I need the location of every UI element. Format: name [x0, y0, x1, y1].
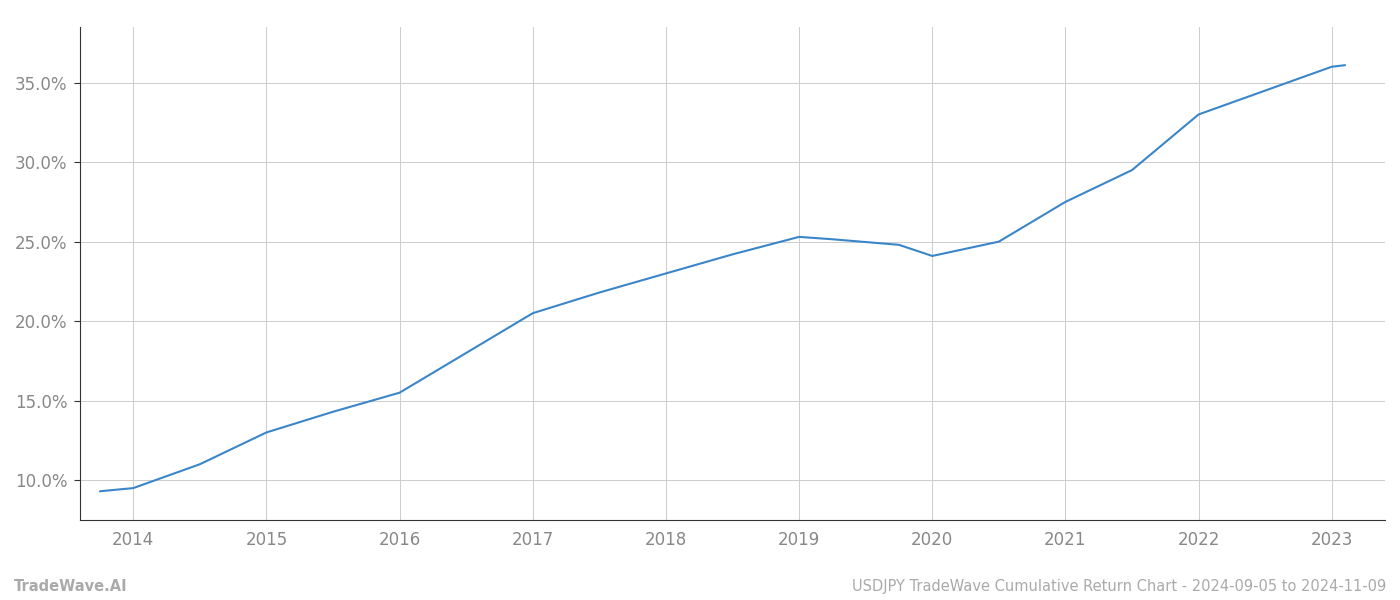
Text: TradeWave.AI: TradeWave.AI	[14, 579, 127, 594]
Text: USDJPY TradeWave Cumulative Return Chart - 2024-09-05 to 2024-11-09: USDJPY TradeWave Cumulative Return Chart…	[851, 579, 1386, 594]
